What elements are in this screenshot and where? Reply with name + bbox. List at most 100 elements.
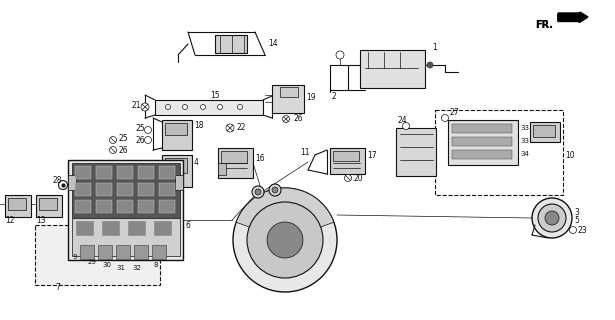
Bar: [117, 200, 133, 213]
Bar: [75, 183, 91, 196]
Bar: [96, 183, 112, 196]
Bar: [175, 175, 183, 190]
Bar: [165, 123, 187, 135]
Text: 26: 26: [294, 114, 304, 123]
Circle shape: [538, 204, 566, 232]
Bar: [448, 120, 518, 165]
Wedge shape: [236, 188, 334, 240]
Bar: [96, 166, 112, 179]
Bar: [68, 160, 183, 260]
Bar: [102, 221, 120, 236]
Text: 17: 17: [367, 150, 376, 159]
Text: 7: 7: [55, 284, 60, 292]
Bar: [159, 166, 175, 179]
Text: 2: 2: [332, 92, 337, 100]
Bar: [98, 245, 112, 259]
Circle shape: [336, 51, 344, 59]
Text: 15: 15: [210, 91, 220, 100]
Text: 31: 31: [116, 265, 125, 271]
Text: 11: 11: [300, 148, 309, 156]
Bar: [36, 195, 62, 217]
Bar: [159, 200, 175, 213]
Bar: [128, 221, 146, 236]
Circle shape: [58, 180, 68, 189]
Bar: [218, 148, 253, 178]
Bar: [215, 35, 247, 53]
Bar: [72, 218, 180, 256]
Circle shape: [237, 105, 242, 109]
Text: 30: 30: [102, 262, 111, 268]
Text: 26: 26: [136, 135, 146, 145]
Bar: [76, 221, 94, 236]
Bar: [533, 125, 555, 137]
Circle shape: [255, 189, 261, 195]
Bar: [360, 50, 425, 88]
Text: 13: 13: [36, 215, 46, 225]
Circle shape: [109, 147, 116, 154]
Bar: [396, 128, 436, 176]
Text: 6: 6: [185, 220, 190, 229]
Bar: [452, 150, 512, 159]
Bar: [452, 137, 512, 146]
Bar: [162, 155, 192, 187]
Circle shape: [200, 105, 205, 109]
Text: 25: 25: [118, 133, 128, 142]
Bar: [162, 120, 192, 150]
Text: FR.: FR.: [535, 20, 553, 30]
Circle shape: [282, 116, 290, 123]
Bar: [333, 151, 359, 161]
Text: 26: 26: [118, 146, 128, 155]
Text: 3: 3: [574, 207, 579, 217]
Bar: [39, 198, 57, 210]
Text: 28: 28: [52, 175, 62, 185]
Text: 18: 18: [194, 121, 204, 130]
Text: 32: 32: [132, 265, 141, 271]
FancyArrow shape: [558, 12, 588, 22]
Circle shape: [141, 103, 149, 111]
Bar: [138, 166, 154, 179]
Text: 10: 10: [565, 150, 574, 159]
Text: 20: 20: [354, 173, 363, 182]
Bar: [138, 200, 154, 213]
Bar: [8, 198, 26, 210]
Bar: [272, 85, 304, 113]
Text: 22: 22: [237, 123, 247, 132]
Text: 1: 1: [432, 43, 437, 52]
Text: 33: 33: [520, 138, 529, 144]
Text: 23: 23: [578, 226, 587, 235]
Circle shape: [252, 186, 264, 198]
Text: 9: 9: [72, 254, 76, 260]
Bar: [116, 245, 130, 259]
Circle shape: [267, 222, 303, 258]
Bar: [138, 183, 154, 196]
Circle shape: [545, 211, 559, 225]
Bar: [165, 158, 187, 173]
Text: 19: 19: [306, 92, 315, 101]
Circle shape: [233, 188, 337, 292]
Circle shape: [183, 105, 188, 109]
Bar: [218, 163, 226, 175]
Text: 34: 34: [520, 151, 529, 157]
Bar: [152, 245, 166, 259]
Circle shape: [442, 115, 448, 122]
Text: 27: 27: [450, 108, 459, 116]
Bar: [117, 166, 133, 179]
Bar: [72, 163, 180, 218]
Bar: [134, 245, 148, 259]
Text: FR.: FR.: [535, 20, 553, 30]
Circle shape: [569, 227, 576, 234]
Bar: [75, 200, 91, 213]
Text: 21: 21: [132, 100, 141, 109]
Bar: [154, 221, 172, 236]
Text: 24: 24: [398, 116, 408, 124]
Text: 14: 14: [268, 38, 277, 47]
Bar: [96, 200, 112, 213]
Circle shape: [247, 202, 323, 278]
Text: 16: 16: [255, 154, 264, 163]
Bar: [221, 151, 247, 163]
Circle shape: [145, 137, 151, 143]
Circle shape: [269, 184, 281, 196]
Circle shape: [402, 123, 410, 130]
Text: 12: 12: [5, 215, 15, 225]
Bar: [75, 166, 91, 179]
